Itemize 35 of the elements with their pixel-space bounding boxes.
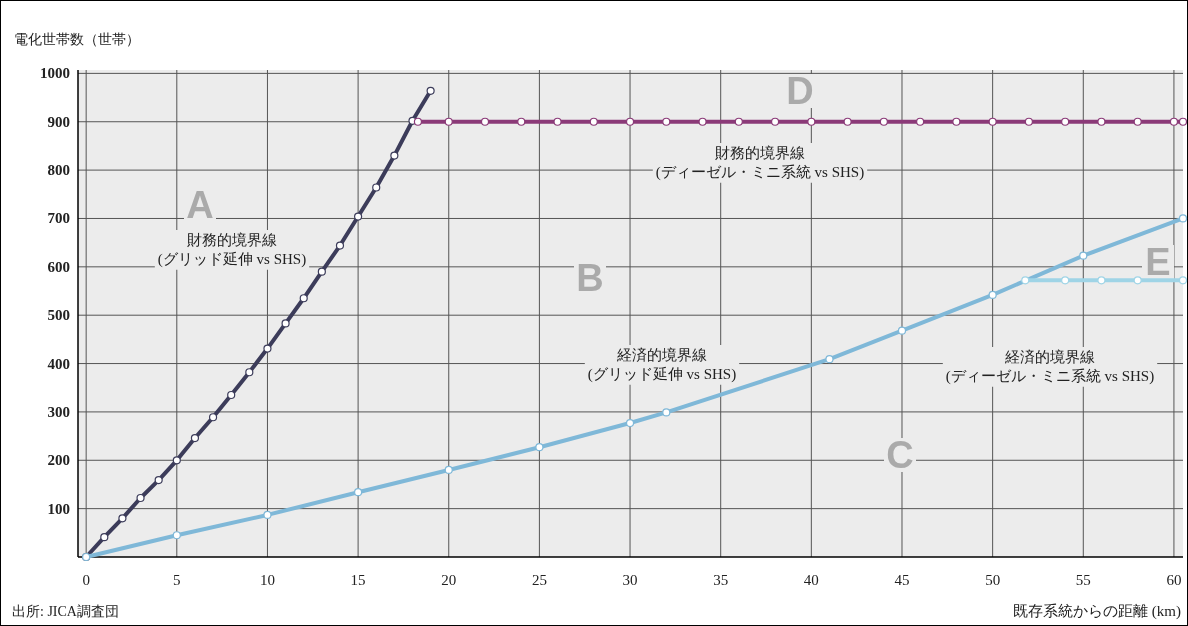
annotation: 財務的境界線 (ディーゼル・ミニ系統 vs SHS) <box>655 145 865 181</box>
annotation: C <box>886 434 914 476</box>
x-tick-label: 20 <box>441 572 457 588</box>
annotation: B <box>576 257 604 299</box>
x-tick-label: 45 <box>894 572 910 588</box>
x-tick-label: 25 <box>531 572 547 588</box>
y-tick-label: 300 <box>47 403 70 420</box>
x-tick-label: 0 <box>82 572 90 588</box>
y-tick-label: 900 <box>47 113 70 130</box>
annotation: D <box>786 70 814 112</box>
x-tick-label: 60 <box>1166 572 1182 588</box>
x-tick-label: 5 <box>173 572 181 588</box>
y-tick-label: 600 <box>47 258 70 275</box>
x-tick-label: 35 <box>713 572 729 588</box>
annotation: 経済的境界線 (グリッド延伸 vs SHS) <box>587 347 737 383</box>
y-axis-title: 電化世帯数（世帯） <box>14 32 140 47</box>
y-tick-label: 700 <box>47 210 70 227</box>
x-tick-label: 30 <box>622 572 638 588</box>
y-tick-label: 100 <box>47 500 70 517</box>
annotation: 財務的境界線 (グリッド延伸 vs SHS) <box>157 232 307 268</box>
x-tick-label: 55 <box>1075 572 1091 588</box>
annotation: A <box>186 184 214 226</box>
y-tick-label: 400 <box>47 355 70 372</box>
x-tick-label: 15 <box>350 572 366 588</box>
x-tick-label: 40 <box>803 572 819 588</box>
y-tick-label: 200 <box>47 452 70 469</box>
y-tick-label: 500 <box>47 307 70 324</box>
x-tick-label: 50 <box>985 572 1001 588</box>
y-tick-label: 1000 <box>40 65 70 82</box>
text: 出所: JICA調査団 <box>12 604 119 619</box>
x-axis-title: 既存系統からの距離 (km) <box>1013 603 1181 620</box>
x-tick-label: 10 <box>259 572 275 588</box>
y-tick-label: 800 <box>47 162 70 179</box>
annotation: 経済的境界線 (ディーゼル・ミニ系統 vs SHS) <box>945 349 1155 385</box>
annotation: E <box>1145 241 1171 283</box>
